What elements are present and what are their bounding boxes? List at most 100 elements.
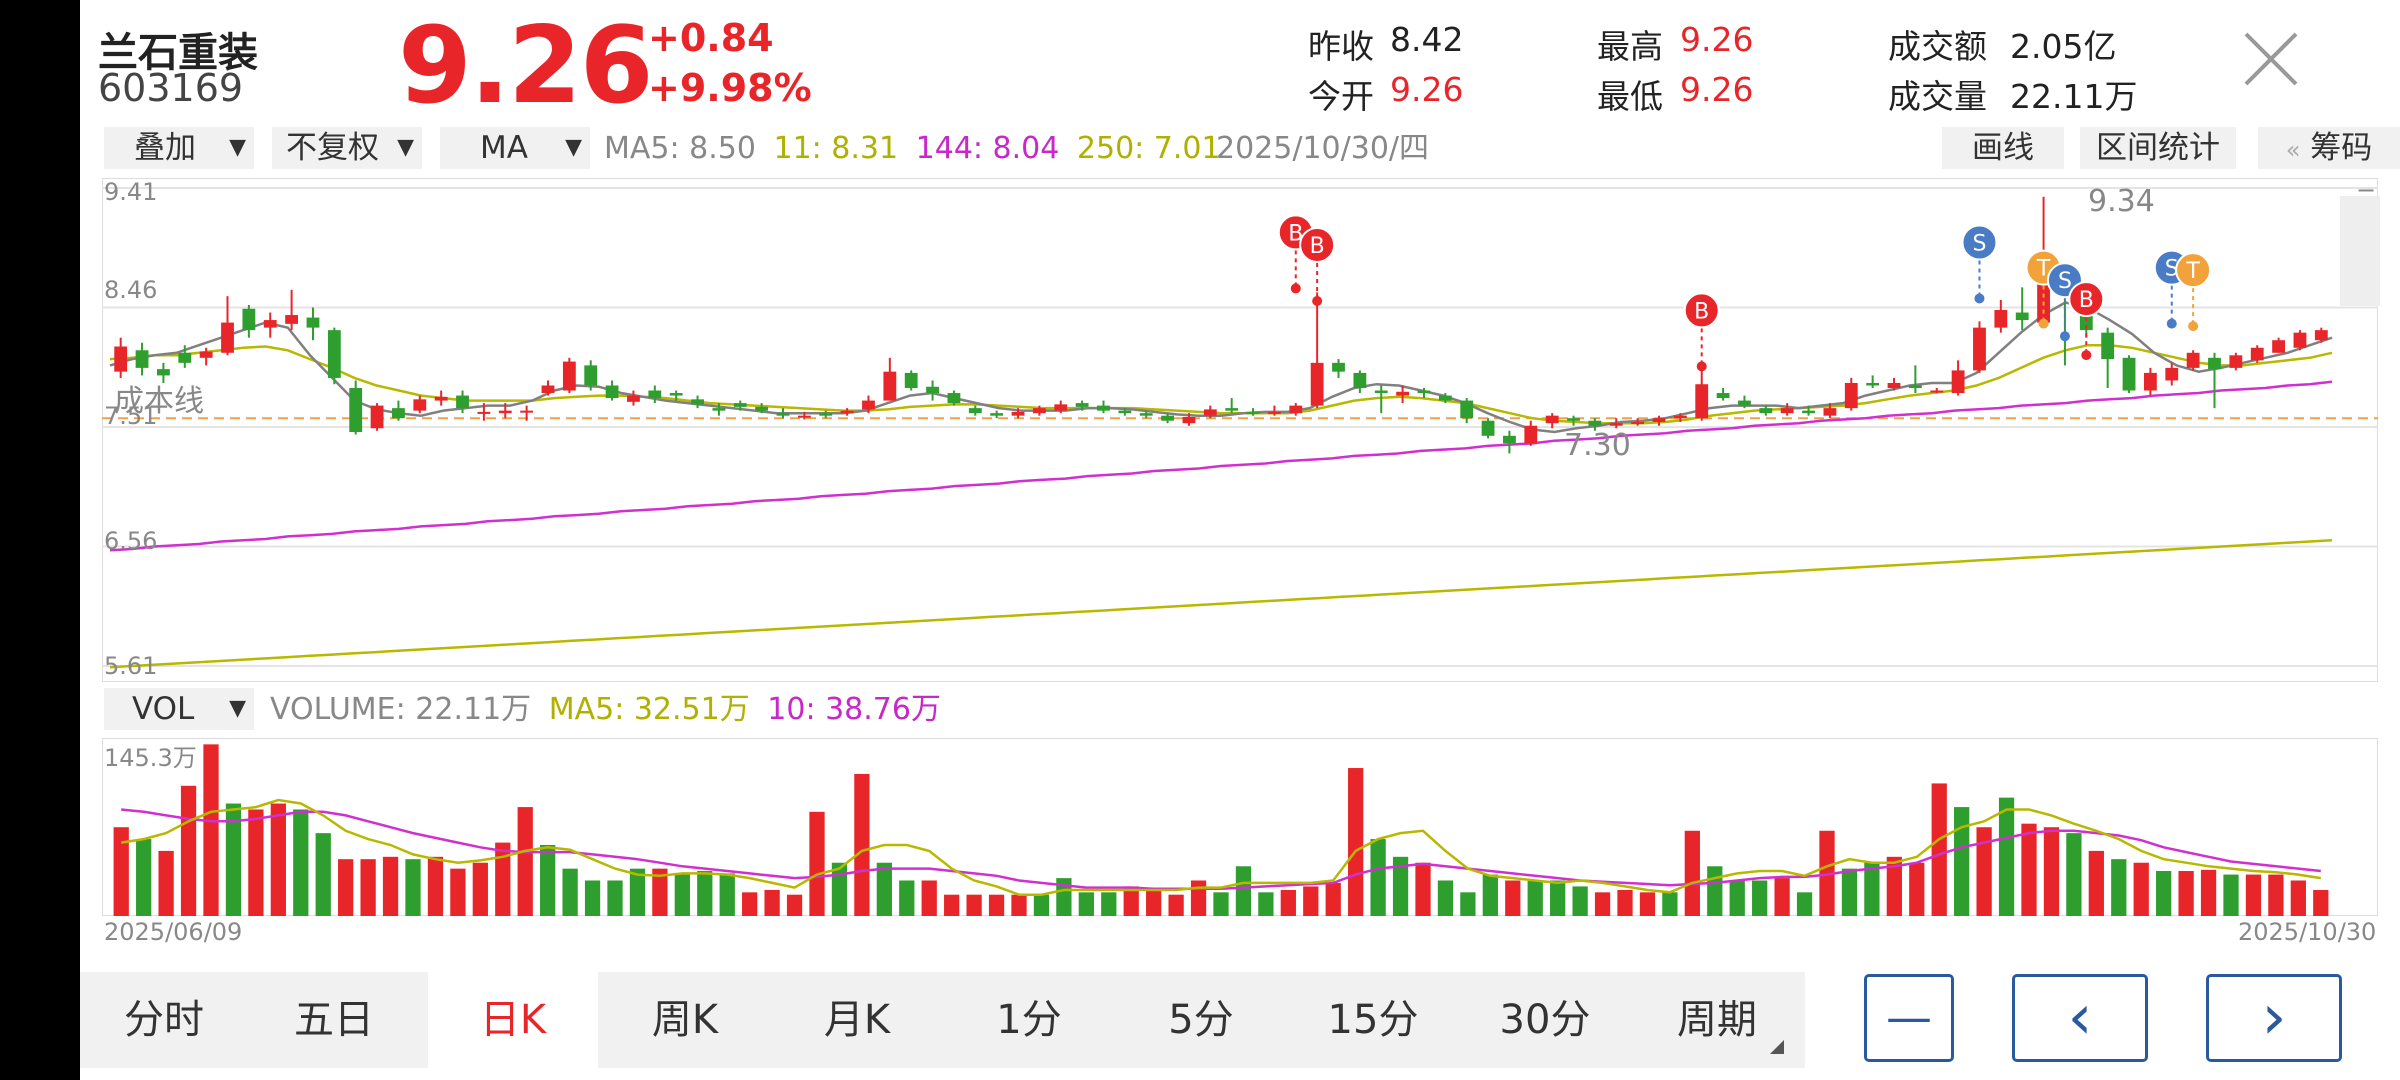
adjust-label: 不复权 — [286, 130, 379, 166]
volume-bar — [248, 809, 264, 916]
ma11-readout: 11: 8.31 — [773, 131, 899, 166]
candle — [904, 370, 918, 391]
tab-weekly-k[interactable]: 周K — [651, 997, 719, 1043]
volume-bar — [1707, 866, 1723, 916]
chips-button[interactable]: « 筹码 — [2258, 127, 2400, 169]
ma5-readout: MA5: 8.50 — [604, 131, 756, 166]
volume-bar — [405, 859, 421, 916]
ma250-readout: 250: 7.01 — [1076, 131, 1221, 166]
candle — [605, 380, 619, 401]
volume-bar — [427, 856, 444, 916]
candle — [157, 362, 170, 383]
tab-1min[interactable]: 1分 — [996, 997, 1062, 1043]
candle-body — [2229, 355, 2243, 368]
tab-monthly-k[interactable]: 月K — [823, 997, 891, 1043]
marker-dot — [2059, 331, 2070, 342]
candle-body — [157, 369, 170, 376]
prev-close-label: 昨收 — [1308, 27, 1374, 66]
overlay-dropdown[interactable]: 叠加 ▼ — [104, 127, 254, 169]
prev-button[interactable]: ‹ — [2012, 974, 2148, 1062]
candle — [1139, 410, 1153, 419]
candle — [584, 360, 598, 391]
tab-daily-k[interactable]: 日K — [428, 972, 598, 1068]
candle — [1118, 408, 1132, 416]
candle-body — [1887, 382, 1901, 389]
candle — [1268, 405, 1281, 416]
volume-bar — [2200, 869, 2217, 916]
tab-5min[interactable]: 5分 — [1168, 997, 1234, 1043]
candle — [1332, 359, 1345, 378]
candle — [1417, 388, 1431, 399]
candle — [776, 408, 790, 419]
tab-15min[interactable]: 15分 — [1327, 997, 1419, 1043]
candle-body — [178, 352, 192, 363]
marker-label: B — [1694, 299, 1709, 324]
marker-badge — [2175, 252, 2212, 289]
candle — [1225, 398, 1239, 414]
chart-scroll-handle[interactable] — [2340, 196, 2380, 306]
volume-indicator-dropdown[interactable]: VOL ▼ — [104, 688, 254, 730]
candle — [2272, 337, 2285, 353]
low-annotation: 7.30 — [1564, 428, 1631, 463]
candle-body — [1032, 408, 1046, 414]
indicator-dropdown[interactable]: MA ▼ — [440, 127, 590, 169]
volume-bar — [562, 868, 578, 916]
volume-bar — [1033, 894, 1050, 916]
candle-body — [1738, 400, 1751, 406]
tab-intraday[interactable]: 分时 — [124, 997, 204, 1043]
candle — [477, 403, 491, 421]
stock-chart-screen: 兰石重装 603169 9.26 +0.84 +9.98% 昨收 8.42 今开… — [80, 0, 2400, 1080]
volume-bar — [382, 856, 399, 916]
tab-30min[interactable]: 30分 — [1499, 997, 1591, 1043]
minus-icon: — — [1886, 990, 1932, 1044]
candle-body — [135, 350, 149, 368]
volume-bar — [315, 833, 331, 916]
candle-body — [1695, 384, 1709, 419]
close-button[interactable] — [2240, 28, 2302, 90]
candle-body — [1716, 393, 1730, 399]
volume-bar — [1325, 882, 1341, 916]
candle-body — [498, 410, 512, 414]
chips-prefix: « — [2285, 136, 2301, 164]
volume-bar — [1213, 892, 1229, 916]
range-stats-button[interactable]: 区间统计 — [2080, 127, 2236, 169]
zoom-out-button[interactable]: — — [1864, 974, 1954, 1062]
candle-body — [584, 365, 598, 386]
candle — [1823, 403, 1837, 419]
candle-body — [1417, 390, 1431, 394]
candle — [1973, 321, 1986, 373]
tab-period[interactable]: 周期 — [1677, 997, 1757, 1043]
candle-body — [1075, 403, 1089, 407]
draw-line-button[interactable]: 画线 — [1942, 127, 2064, 169]
candle-body — [1139, 413, 1153, 416]
candle-body — [2272, 340, 2285, 353]
candle-body — [456, 395, 469, 409]
volume-bar — [1370, 839, 1386, 916]
candle — [627, 390, 640, 406]
volume-bar — [293, 809, 309, 916]
candle — [1246, 408, 1260, 416]
candle — [1075, 400, 1089, 411]
adjust-dropdown[interactable]: 不复权 ▼ — [272, 127, 422, 169]
candle-body — [926, 386, 939, 394]
marker-label: T — [2185, 259, 2200, 284]
volume-bar — [1998, 797, 2015, 916]
candle — [2101, 327, 2115, 389]
candle-body — [2293, 332, 2307, 348]
volume-bar — [2223, 874, 2239, 916]
next-button[interactable]: › — [2206, 974, 2342, 1062]
marker-dot — [2188, 321, 2199, 332]
candle-body — [1545, 415, 1559, 424]
volume-chart[interactable] — [102, 738, 2378, 916]
candle-body — [797, 415, 811, 418]
candle-body — [285, 315, 299, 324]
candle-body — [1908, 385, 1922, 389]
volume-bar — [203, 744, 219, 916]
marker-label: S — [2165, 257, 2179, 282]
candle — [1802, 405, 1815, 416]
zoom-out-icon[interactable]: − — [2356, 176, 2377, 204]
volume-bar — [1392, 856, 1409, 916]
candle — [947, 390, 961, 406]
tab-five-day[interactable]: 五日 — [294, 997, 374, 1043]
